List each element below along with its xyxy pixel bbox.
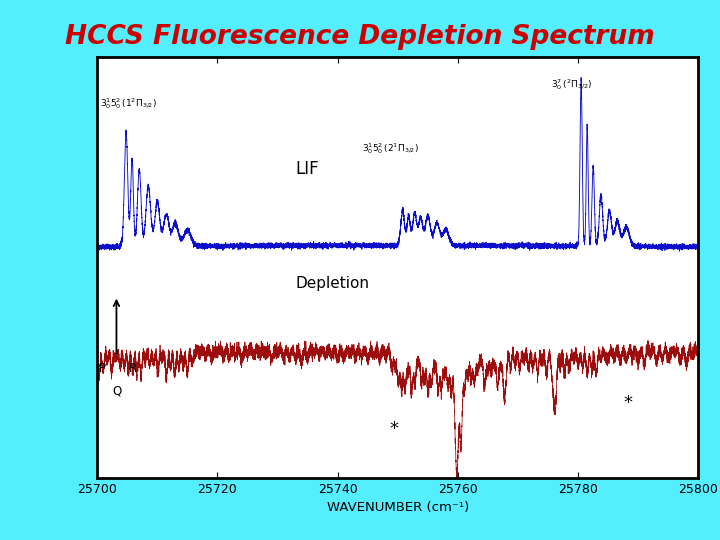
Text: $*$: $*$ [624, 392, 634, 410]
Text: LIF: LIF [296, 160, 319, 178]
Text: $3_0^15_0^2\,(2^1\Pi_{3/2})$: $3_0^15_0^2\,(2^1\Pi_{3/2})$ [361, 141, 418, 156]
Text: $*$: $*$ [389, 418, 400, 436]
Text: $3_0^7\,(^2\Pi_{3/2})$: $3_0^7\,(^2\Pi_{3/2})$ [551, 77, 593, 92]
Text: P: P [99, 362, 105, 375]
Text: R: R [128, 362, 137, 375]
Text: $3_0^15_0^2\,(1^2\Pi_{3/2})$: $3_0^15_0^2\,(1^2\Pi_{3/2})$ [100, 96, 157, 111]
X-axis label: WAVENUMBER (cm⁻¹): WAVENUMBER (cm⁻¹) [327, 501, 469, 514]
Text: Depletion: Depletion [296, 276, 369, 291]
Text: HCCS Fluorescence Depletion Spectrum: HCCS Fluorescence Depletion Spectrum [65, 24, 655, 50]
Text: Q: Q [112, 384, 122, 397]
